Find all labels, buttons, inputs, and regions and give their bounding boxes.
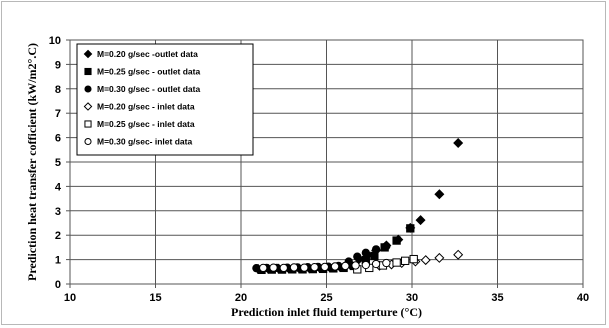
- data-points: [252, 137, 464, 275]
- legend-entry-label: M=0.25 g/sec - outlet data: [97, 67, 200, 77]
- x-tick-label: 25: [320, 292, 332, 304]
- data-point: [371, 259, 381, 269]
- data-point: [434, 189, 445, 200]
- data-point: [341, 261, 350, 271]
- data-point: [361, 260, 370, 270]
- legend-marker: [84, 137, 92, 146]
- legend-entry-label: M=0.25 g/sec - inlet data: [97, 119, 195, 129]
- x-tick-label: 35: [491, 292, 503, 304]
- data-point: [420, 255, 431, 266]
- y-tick-label: 0: [55, 279, 61, 291]
- data-point: [401, 256, 410, 265]
- data-point: [434, 252, 445, 263]
- data-point: [409, 254, 418, 264]
- y-axis-label: Prediction heat transfer cofficient (kW/…: [25, 43, 39, 281]
- data-point: [406, 224, 415, 233]
- data-point: [361, 248, 370, 257]
- data-point: [252, 263, 261, 273]
- y-tick-label: 3: [55, 206, 61, 218]
- y-tick-label: 8: [55, 84, 61, 96]
- data-point: [259, 263, 268, 273]
- data-point: [279, 263, 288, 273]
- x-tick-label: 15: [149, 292, 161, 304]
- data-point: [320, 262, 329, 272]
- x-tick-label: 30: [406, 292, 418, 304]
- legend-marker: [83, 102, 93, 111]
- y-tick-label: 2: [55, 230, 61, 242]
- data-point: [382, 258, 391, 268]
- data-point: [382, 242, 391, 251]
- legend-marker: [83, 49, 93, 59]
- legend-entry-label: M=0.30 g/sec - outlet data: [97, 84, 200, 94]
- data-point: [453, 137, 464, 148]
- legend-entry-label: M=0.30 g/sec- inlet data: [97, 137, 192, 147]
- data-point: [310, 263, 319, 272]
- x-tick-label: 40: [577, 292, 589, 304]
- y-tick-label: 6: [55, 133, 61, 145]
- legend-entry-label: M=0.20 g/sec - inlet data: [97, 102, 195, 112]
- data-point: [415, 215, 426, 226]
- legend-marker: [84, 85, 92, 93]
- legend-box: [76, 43, 254, 156]
- y-tick-label: 7: [55, 108, 61, 120]
- y-tick-label: 5: [55, 157, 61, 169]
- data-point: [371, 245, 381, 254]
- y-tick-label: 1: [55, 255, 61, 267]
- x-axis-label: Prediction inlet fluid temperture (°C): [231, 305, 422, 319]
- y-tick-label: 10: [49, 35, 61, 47]
- data-point: [330, 262, 340, 271]
- data-point: [351, 261, 360, 270]
- data-point: [453, 249, 464, 260]
- y-tick-label: 4: [55, 181, 62, 193]
- x-tick-label: 10: [64, 292, 76, 304]
- y-tick-label: 9: [55, 59, 61, 71]
- axis-ticks: 10 15 20 25 30 35 40 0 1 2 3 4 5 6 7 8 9 10: [49, 35, 589, 304]
- data-point: [353, 252, 362, 261]
- data-point: [289, 263, 299, 272]
- data-point: [269, 263, 278, 272]
- legend-marker: [84, 120, 92, 128]
- legend-entry-label: M=0.20 g/sec -outlet data: [97, 49, 198, 59]
- legend: M=0.20 g/sec -outlet data M=0.25 g/sec - …: [76, 43, 254, 156]
- x-tick-label: 20: [235, 292, 247, 304]
- data-point: [300, 263, 309, 272]
- data-point: [392, 258, 401, 267]
- data-point: [392, 236, 401, 245]
- legend-marker: [84, 67, 92, 76]
